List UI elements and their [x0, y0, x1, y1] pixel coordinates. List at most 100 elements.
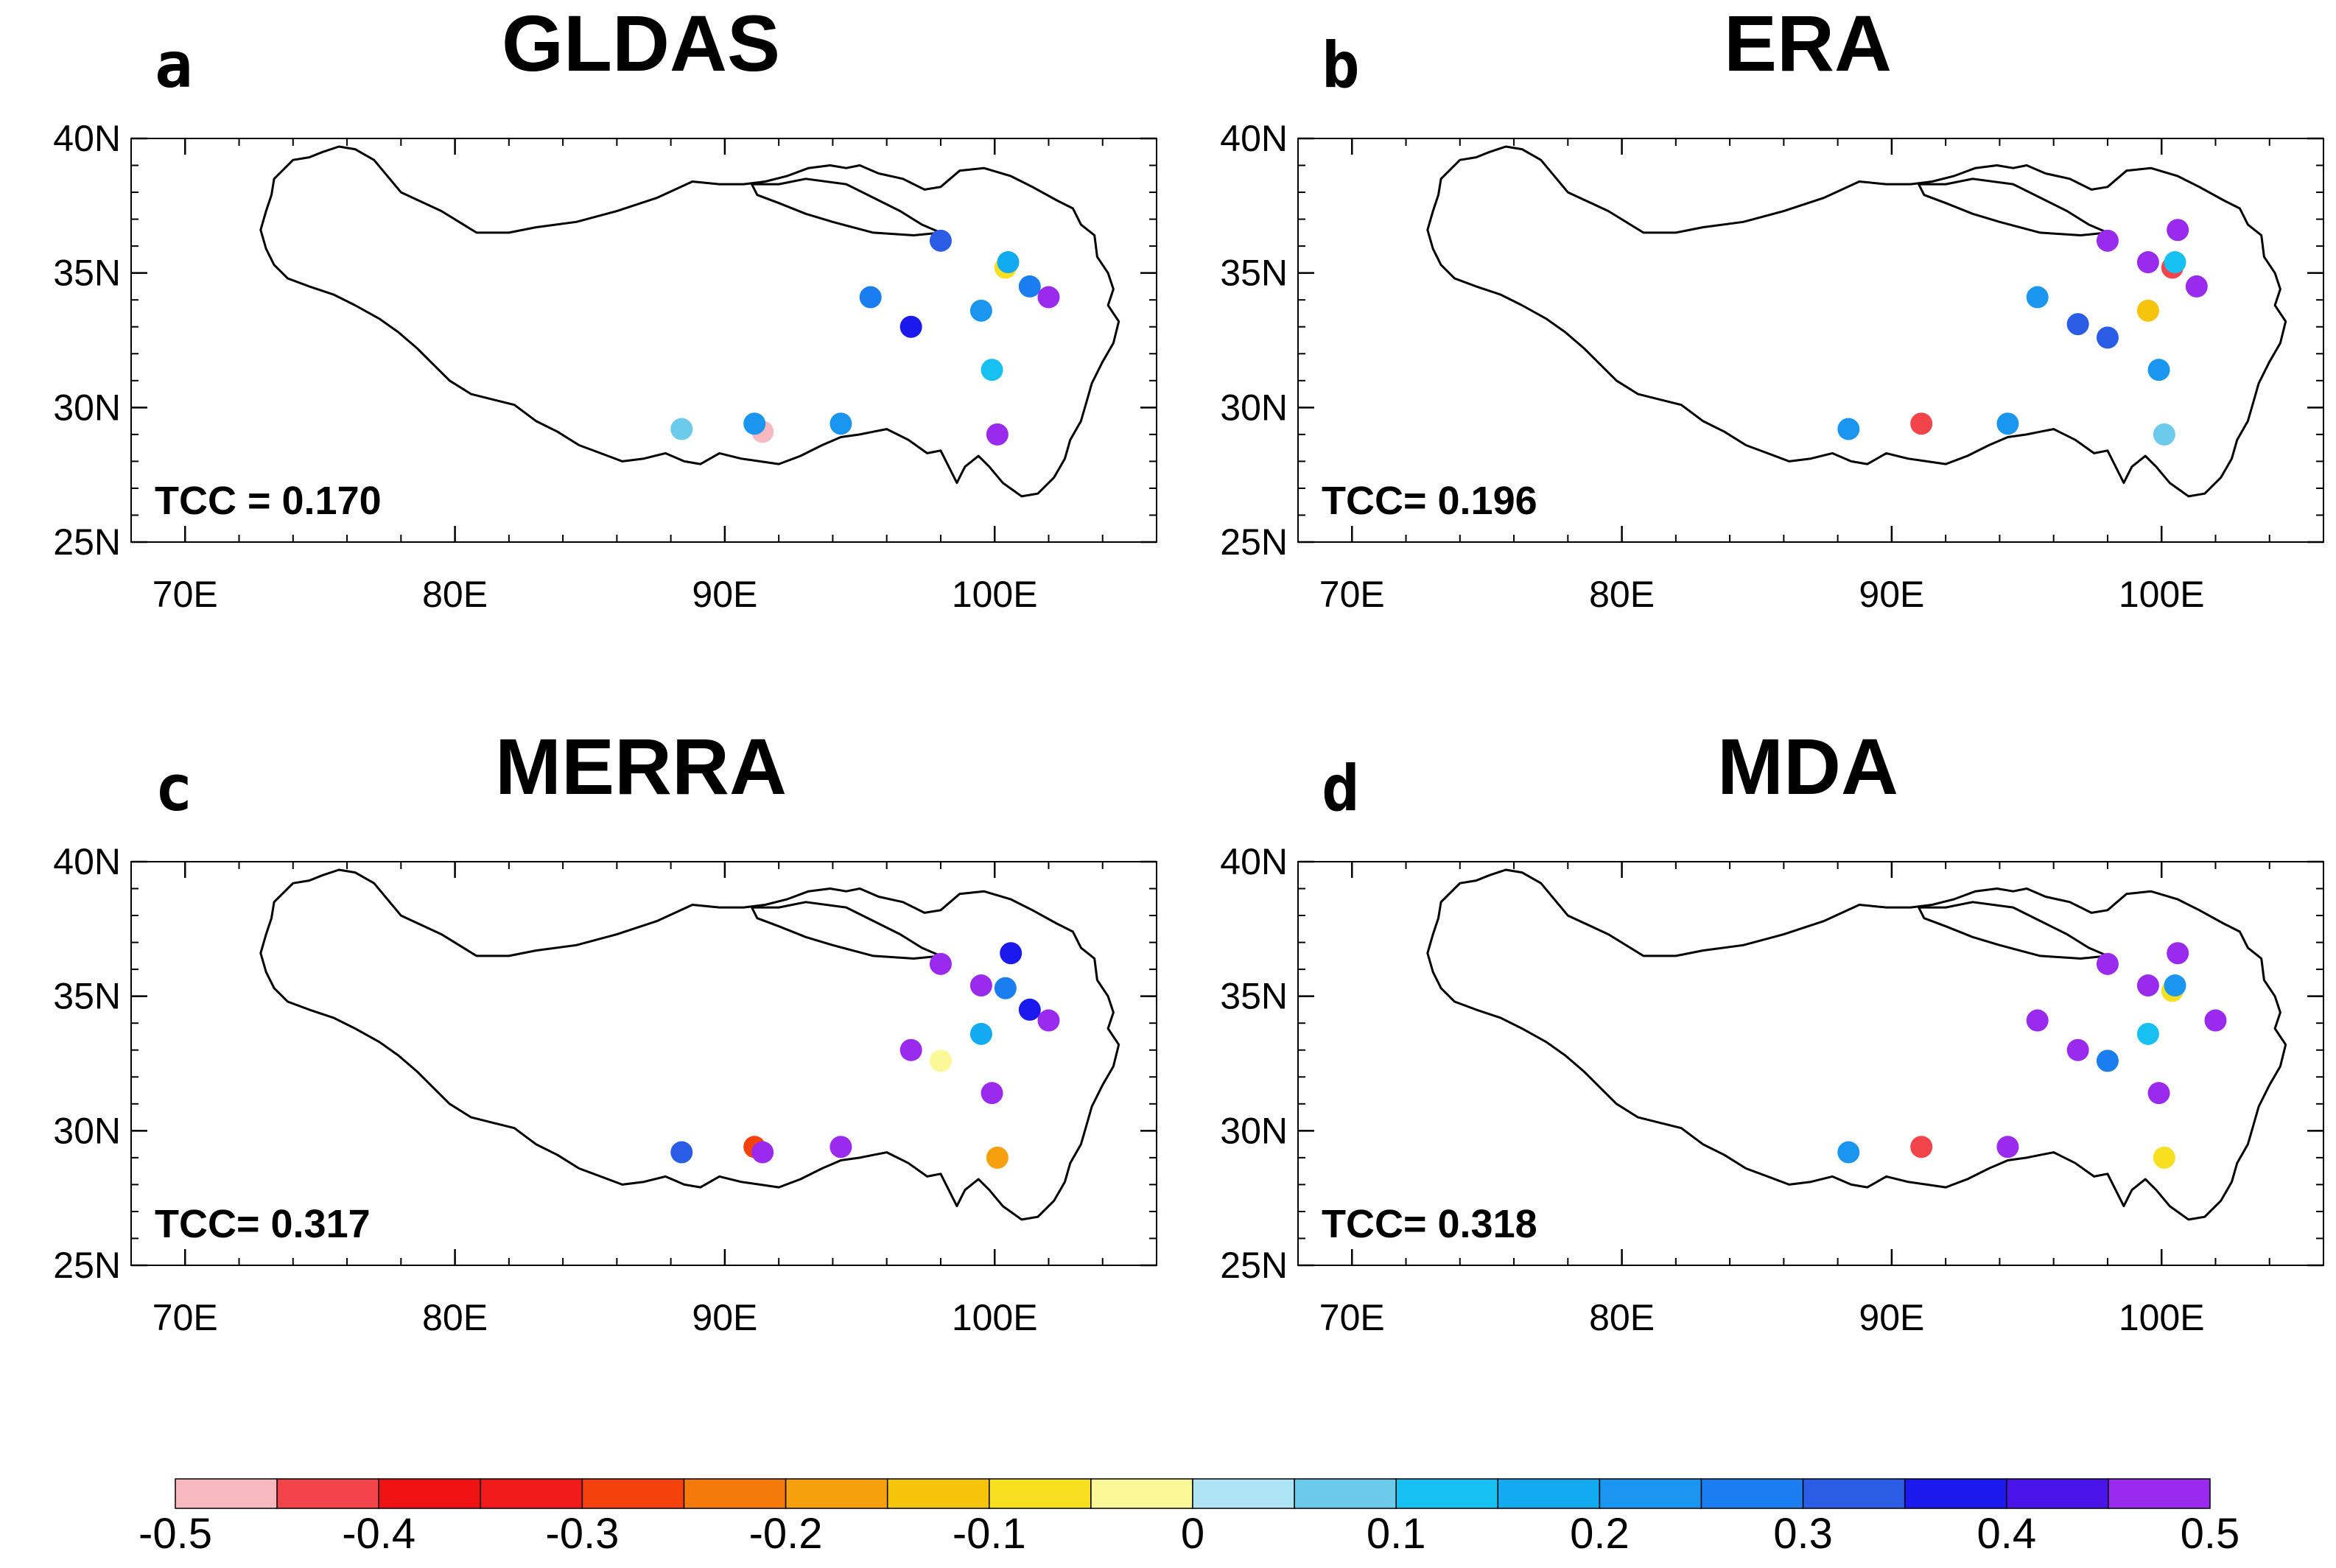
station-marker [969, 299, 992, 322]
station-marker [2164, 974, 2186, 997]
station-marker [969, 974, 992, 997]
station-marker [751, 1141, 774, 1164]
map-frame [1297, 138, 2324, 543]
plateau-outline [259, 145, 1120, 498]
station-marker [1996, 412, 2019, 435]
colorbar-label: 0.4 [1977, 1510, 2036, 1558]
panel-letter: b [1322, 29, 1360, 102]
lat-tick-label: 25N [53, 1245, 121, 1286]
map-frame [1297, 861, 2324, 1266]
colorbar-swatch [989, 1478, 1092, 1509]
station-marker [829, 412, 852, 435]
lat-tick-label: 35N [1220, 976, 1288, 1017]
station-marker [899, 315, 922, 338]
station-marker [2026, 286, 2049, 309]
station-marker [1018, 998, 1041, 1021]
station-marker [2066, 313, 2089, 336]
colorbar-swatch [683, 1478, 787, 1509]
lon-tick-label: 70E [1319, 574, 1385, 615]
colorbar-swatch [1599, 1478, 1702, 1509]
panel-letter: c [155, 752, 193, 826]
lat-tick-label: 25N [53, 521, 121, 563]
station-marker [986, 1146, 1009, 1169]
lon-tick-label: 90E [692, 574, 757, 615]
station-marker [1837, 418, 1860, 440]
station-marker [986, 423, 1009, 446]
station-marker [2136, 974, 2159, 997]
plateau-outline [259, 868, 1120, 1221]
lon-tick-label: 70E [152, 1297, 218, 1338]
station-marker [899, 1038, 922, 1061]
colorbar: -0.5 -0.4 -0.3 -0.2 -0.1 0 0.1 0.2 0.3 0.4 0.5 [138, 1478, 2239, 1558]
station-marker [2167, 219, 2189, 242]
colorbar-swatch [581, 1478, 685, 1509]
station-marker [2164, 251, 2186, 274]
station-marker [2153, 1146, 2175, 1169]
station-marker [1037, 1009, 1060, 1032]
lon-tick-label: 100E [952, 1297, 1038, 1338]
lon-tick-label: 90E [1859, 1297, 1924, 1338]
station-marker [829, 1136, 852, 1159]
lon-tick-label: 100E [952, 574, 1038, 615]
tcc-label: TCC= 0.196 [1322, 479, 1537, 523]
lat-tick-label: 40N [53, 118, 121, 159]
panel-merra: 70E 80E 90E 100E 25N 30N 35N 40N c MERRA TCC= 0.31… [53, 722, 1157, 1338]
station-marker [1018, 275, 1041, 298]
station-marker [2026, 1009, 2049, 1032]
station-marker [1996, 1136, 2019, 1159]
colorbar-swatch [2006, 1478, 2109, 1509]
station-marker [859, 286, 882, 309]
station-marker [1910, 412, 1933, 435]
colorbar-swatch [1802, 1478, 1906, 1509]
colorbar-label: -0.5 [138, 1510, 212, 1558]
station-marker [981, 1082, 1003, 1105]
station-marker [1910, 1136, 1933, 1159]
colorbar-swatch [785, 1478, 888, 1509]
colorbar-swatch [2108, 1478, 2211, 1509]
lat-tick-label: 35N [53, 253, 121, 294]
station-marker [929, 229, 952, 252]
lon-tick-label: 70E [1319, 1297, 1385, 1338]
panel-era: 70E 80E 90E 100E 25N 30N 35N 40N b ERA TCC= 0.196 [1220, 0, 2324, 615]
panel-title: ERA [1724, 0, 1892, 88]
station-marker [1037, 286, 1060, 309]
lat-tick-label: 30N [53, 387, 121, 428]
lat-tick-label: 25N [1220, 521, 1288, 563]
lon-tick-label: 70E [152, 574, 218, 615]
station-marker [670, 1141, 693, 1164]
colorbar-label: -0.4 [342, 1510, 415, 1558]
station-marker [2066, 1038, 2089, 1061]
panel-title: MDA [1717, 722, 1898, 811]
lat-tick-label: 35N [53, 976, 121, 1017]
tcc-label: TCC= 0.318 [1322, 1202, 1537, 1246]
lat-tick-label: 40N [53, 841, 121, 882]
panel-title: GLDAS [502, 0, 780, 88]
colorbar-label: -0.1 [953, 1510, 1026, 1558]
station-marker [2136, 1022, 2159, 1045]
lon-tick-label: 100E [2119, 1297, 2205, 1338]
station-marker [743, 412, 766, 435]
colorbar-label: 0.2 [1570, 1510, 1630, 1558]
colorbar-label: -0.3 [545, 1510, 619, 1558]
lat-tick-label: 35N [1220, 253, 1288, 294]
station-marker [2136, 299, 2159, 322]
lat-tick-label: 30N [53, 1110, 121, 1151]
colorbar-swatch [175, 1478, 278, 1509]
colorbar-swatch [1294, 1478, 1397, 1509]
panel-letter: a [155, 29, 193, 102]
station-marker [2096, 326, 2119, 349]
lat-tick-label: 30N [1220, 387, 1288, 428]
lon-tick-label: 80E [1589, 574, 1655, 615]
plateau-outline [1426, 145, 2287, 498]
station-marker [2096, 1050, 2119, 1072]
colorbar-swatch [1395, 1478, 1499, 1509]
colorbar-label: 0.3 [1773, 1510, 1833, 1558]
station-marker [981, 359, 1003, 382]
station-marker [2204, 1009, 2227, 1032]
colorbar-label: 0 [1181, 1510, 1204, 1558]
panel-title: MERRA [495, 722, 787, 811]
station-marker [2096, 229, 2119, 252]
colorbar-swatch [1497, 1478, 1601, 1509]
lon-tick-label: 90E [1859, 574, 1924, 615]
station-marker [929, 1050, 952, 1072]
